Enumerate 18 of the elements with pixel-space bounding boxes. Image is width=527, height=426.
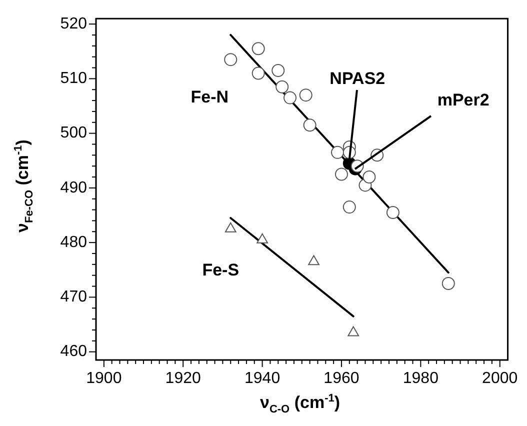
y-tick-label: 470 — [60, 288, 88, 306]
x-tick-label: 2000 — [482, 370, 518, 388]
x-tick-label: 1940 — [244, 370, 280, 388]
text: Fe-N — [190, 88, 229, 107]
y-tick-label: 480 — [60, 234, 88, 251]
series-label: Fe-S — [202, 260, 240, 280]
x-tick-label: 1920 — [165, 370, 202, 388]
x-tick-label: 1980 — [402, 370, 439, 388]
y-tick-label: 510 — [60, 70, 88, 88]
annotation: NPAS2 — [330, 69, 386, 88]
y-tick-label: 460 — [60, 343, 88, 360]
x-tick-label: 1960 — [324, 370, 360, 388]
x-axis-title: ν$_{C-O}$ (cm$^{-1}$) — [260, 392, 340, 416]
x-tick-label: 1900 — [86, 370, 122, 388]
y-tick-label: 490 — [60, 179, 88, 196]
y-tick-label: 520 — [60, 15, 88, 32]
annotation: mPer2 — [437, 90, 490, 110]
y-tick-label: 500 — [60, 124, 88, 142]
